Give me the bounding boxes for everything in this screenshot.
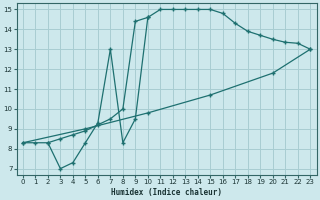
- X-axis label: Humidex (Indice chaleur): Humidex (Indice chaleur): [111, 188, 222, 197]
